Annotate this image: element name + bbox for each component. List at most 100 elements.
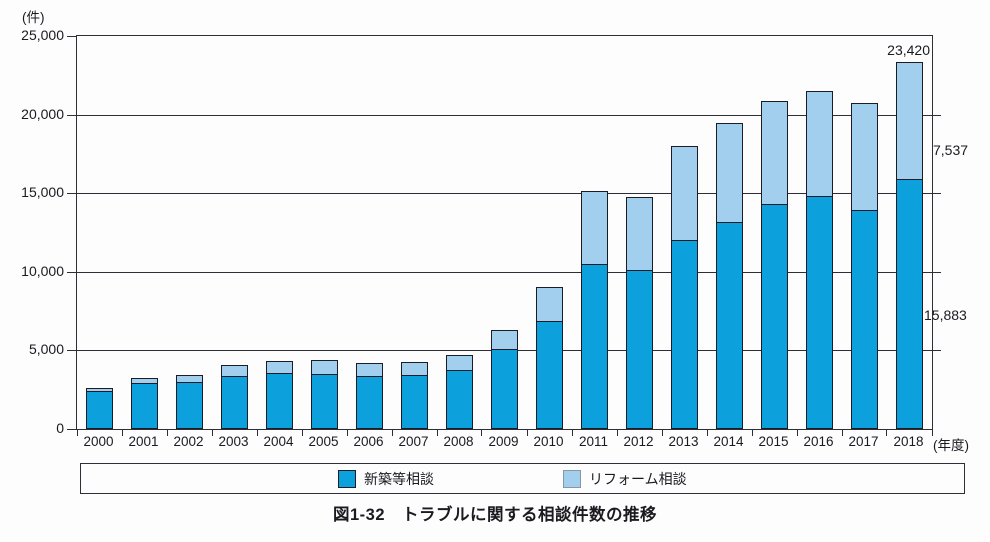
bar-segment-new-2004 <box>266 373 293 429</box>
x-axis-tick <box>121 430 123 436</box>
x-axis-tick <box>301 430 303 436</box>
bar-segment-new-2015 <box>761 204 788 429</box>
x-axis-unit-label: (年度) <box>933 438 969 453</box>
bar-group-2004 <box>257 36 302 429</box>
x-tick-label: 2002 <box>173 434 204 449</box>
bar-group-2000 <box>77 36 122 429</box>
y-tick-label: 20,000 <box>21 105 64 122</box>
x-tick-label: 2005 <box>308 434 339 449</box>
x-tick-label: 2011 <box>578 434 609 449</box>
x-axis-tick <box>76 430 78 436</box>
x-axis-tick <box>661 430 663 436</box>
x-tick-label: 2014 <box>713 434 744 449</box>
y-axis-tick <box>67 271 76 273</box>
x-tick-label: 2013 <box>668 434 699 449</box>
bar-group-2012 <box>617 36 662 429</box>
gridline <box>77 114 932 116</box>
bar-segment-reform-2004 <box>266 360 293 375</box>
x-tick-label: 2009 <box>488 434 519 449</box>
x-axis-tick <box>931 430 933 436</box>
x-axis-tick <box>346 430 348 436</box>
bar-segment-reform-2014 <box>716 122 743 223</box>
bar-segment-new-2002 <box>176 381 203 429</box>
x-tick-label: 2010 <box>533 434 564 449</box>
x-axis-tick <box>166 430 168 436</box>
x-tick-label: 2017 <box>848 434 879 449</box>
x-axis-tick <box>391 430 393 436</box>
y-axis-tick <box>67 350 76 352</box>
y-axis-tick-labels: 25,000 20,000 15,000 10,000 5,000 0 <box>0 27 64 436</box>
x-axis-tick-labels: 2000 2001 2002 2003 2004 2005 2006 2007 2008 2009… <box>76 434 931 449</box>
gridline <box>77 193 932 195</box>
annotation-total-2018: 23,420 <box>887 42 930 58</box>
bar-segment-reform-2011 <box>581 191 608 265</box>
x-axis-tick <box>796 430 798 436</box>
bar-segment-new-2001 <box>131 383 158 429</box>
x-tick-label: 2008 <box>443 434 474 449</box>
legend-label: リフォーム相談 <box>589 470 687 487</box>
bar-segment-reform-2007 <box>401 361 428 376</box>
bar-segment-reform-2010 <box>536 286 563 323</box>
bar-group-2005 <box>302 36 347 429</box>
bar-group-2008 <box>437 36 482 429</box>
x-axis-tick <box>211 430 213 436</box>
bar-segment-reform-2017 <box>851 103 878 211</box>
legend-label: 新築等相談 <box>364 470 434 487</box>
y-tick-label: 15,000 <box>21 184 64 201</box>
x-tick-label: 2006 <box>353 434 384 449</box>
legend-item-new: 新築等相談 <box>338 464 434 493</box>
x-tick-label: 2000 <box>83 434 114 449</box>
bar-segment-reform-2012 <box>626 197 653 272</box>
x-tick-label: 2007 <box>398 434 429 449</box>
bar-group-2016 <box>797 36 842 429</box>
x-axis-tick <box>571 430 573 436</box>
bar-group-2001 <box>122 36 167 429</box>
bar-segment-new-2009 <box>491 348 518 429</box>
x-axis-tick <box>481 430 483 436</box>
x-axis-tick <box>706 430 708 436</box>
bar-group-2006 <box>347 36 392 429</box>
bar-group-2013 <box>662 36 707 429</box>
legend-box: 新築等相談 リフォーム相談 <box>80 463 965 494</box>
bar-segment-new-2013 <box>671 239 698 429</box>
x-axis-tick <box>841 430 843 436</box>
x-axis-tick <box>256 430 258 436</box>
bar-segment-new-2000 <box>86 390 113 429</box>
bar-group-2011 <box>572 36 617 429</box>
x-axis-tick <box>436 430 438 436</box>
y-tick-label: 25,000 <box>21 27 64 43</box>
annotation-new-2018: 15,883 <box>924 307 967 323</box>
bar-series-container <box>77 36 932 429</box>
x-axis-tick <box>616 430 618 436</box>
y-axis-unit-label: (件) <box>22 10 45 25</box>
bar-group-2002 <box>167 36 212 429</box>
bar-group-2017 <box>842 36 887 429</box>
bar-segment-new-2003 <box>221 375 248 429</box>
gridline <box>77 271 932 273</box>
bar-segment-new-2014 <box>716 221 743 429</box>
bar-segment-reform-2018 <box>896 61 923 181</box>
annotation-reform-2018: 7,537 <box>933 142 969 158</box>
bar-segment-reform-2013 <box>671 146 698 241</box>
bar-group-2015 <box>752 36 797 429</box>
y-tick-label: 0 <box>56 420 64 436</box>
x-axis-tick <box>751 430 753 436</box>
bar-segment-new-2012 <box>626 270 653 429</box>
bar-segment-new-2010 <box>536 321 563 429</box>
x-axis-tick <box>526 430 528 436</box>
x-tick-label: 2018 <box>893 434 924 449</box>
legend-item-reform: リフォーム相談 <box>563 464 687 493</box>
figure-caption: 図1-32 トラブルに関する相談件数の推移 <box>332 506 658 524</box>
bar-group-2003 <box>212 36 257 429</box>
bar-group-2018 <box>887 36 932 429</box>
bar-segment-reform-2008 <box>446 354 473 372</box>
bar-segment-reform-2015 <box>761 101 788 206</box>
bar-segment-reform-2009 <box>491 330 518 350</box>
x-tick-label: 2015 <box>758 434 789 449</box>
right-axis-tick <box>933 350 941 352</box>
bar-group-2009 <box>482 36 527 429</box>
bar-group-2014 <box>707 36 752 429</box>
bar-segment-new-2006 <box>356 375 383 429</box>
x-tick-label: 2004 <box>263 434 294 449</box>
